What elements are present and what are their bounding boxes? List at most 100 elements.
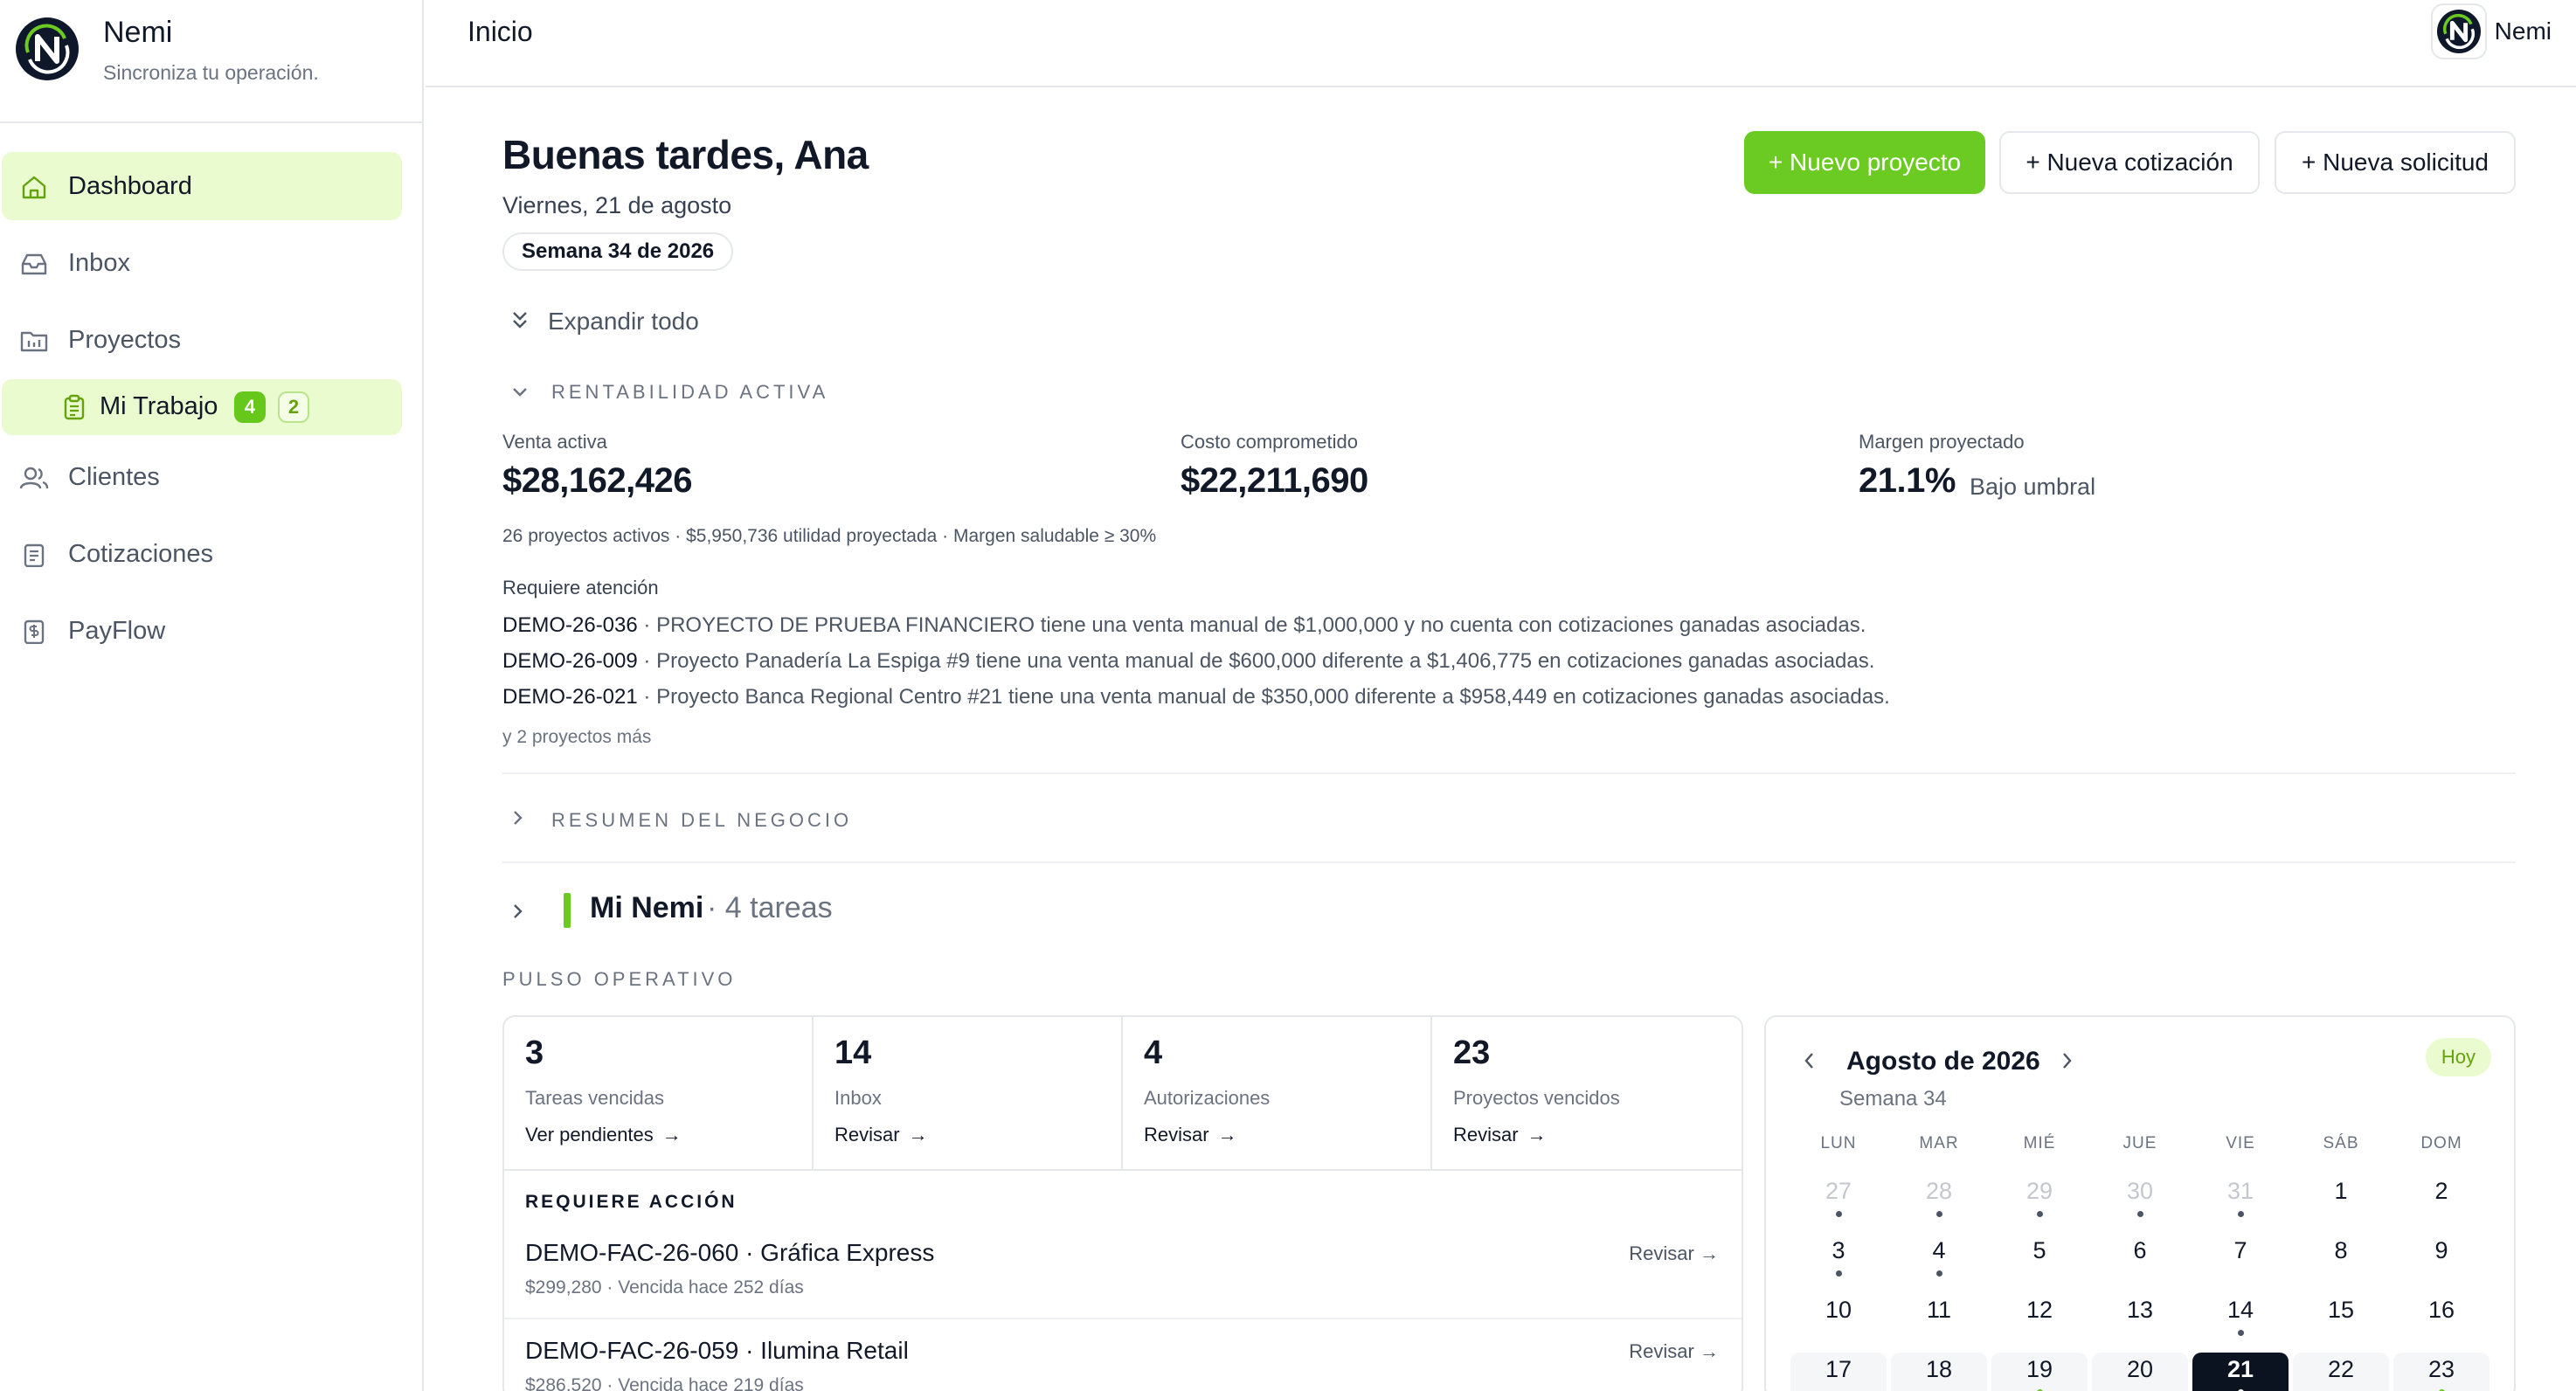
weekday-header: JUE (2122, 1134, 2157, 1152)
calendar-day[interactable]: 5 (1991, 1234, 2088, 1284)
calendar-day-number: 10 (1825, 1297, 1852, 1323)
task-title[interactable]: DEMO-FAC-26-059 · Ilumina Retail (525, 1337, 909, 1364)
stat-link-revisar[interactable]: Revisar → (834, 1124, 928, 1146)
user-name[interactable]: Nemi (2494, 17, 2552, 45)
sidebar-item-inbox[interactable]: Inbox (2, 229, 402, 297)
sidebar-item-proyectos[interactable]: Proyectos (2, 306, 402, 374)
calendar-day-number: 7 (2233, 1237, 2247, 1263)
weekday-header: DOM (2420, 1134, 2462, 1152)
calendar-day-number: 5 (2032, 1237, 2046, 1263)
calendar-day[interactable]: 20 (2092, 1353, 2188, 1391)
calendar-day-number: 3 (1832, 1237, 1845, 1263)
calendar-day[interactable]: 9 (2393, 1234, 2489, 1284)
section-title: RESUMEN DEL NEGOCIO (551, 809, 853, 831)
sidebar-item-mi-trabajo[interactable]: Mi Trabajo 4 2 (2, 379, 402, 435)
calendar-day[interactable]: 10 (1790, 1293, 1887, 1344)
sidebar-item-dashboard[interactable]: Dashboard (2, 152, 402, 220)
task-count-badge: 4 (234, 391, 266, 423)
sidebar-item-payflow[interactable]: PayFlow (2, 597, 402, 665)
event-dot-icon (2037, 1211, 2043, 1217)
calendar-day[interactable]: 23 (2393, 1353, 2489, 1391)
stat-link-ver-pendientes[interactable]: Ver pendientes → (525, 1124, 682, 1146)
calendar-day[interactable]: 6 (2092, 1234, 2188, 1284)
inbox-icon (21, 253, 47, 275)
sidebar-item-clientes[interactable]: Clientes (2, 443, 402, 511)
calendar-week: Semana 34 (1839, 1087, 1947, 1111)
calendar-day[interactable]: 14 (2192, 1293, 2289, 1344)
section-rentabilidad-toggle[interactable]: RENTABILIDAD ACTIVA (511, 381, 828, 404)
calendar-day-number: 15 (2327, 1297, 2355, 1323)
task-title[interactable]: DEMO-FAC-26-060 · Gráfica Express (525, 1239, 935, 1266)
section-resumen-toggle[interactable]: RESUMEN DEL NEGOCIO (511, 809, 852, 832)
calendar-day[interactable]: 22 (2293, 1353, 2389, 1391)
calendar-day[interactable]: 13 (2092, 1293, 2188, 1344)
calendar-day-selected[interactable]: 21 (2192, 1353, 2289, 1391)
calendar-card: Agosto de 2026 Semana 34 Hoy LUN MAR MIÉ JU… (1764, 1015, 2516, 1391)
event-dot-icon (1836, 1270, 1842, 1277)
calendar-day-number: 27 (1825, 1178, 1852, 1204)
calendar-day[interactable]: 8 (2293, 1234, 2389, 1284)
stat-link-label: Revisar (834, 1124, 900, 1145)
stat-proyectos-vencidos: 23 Proyectos vencidos Revisar → (1432, 1017, 1742, 1169)
calendar-day-number: 12 (2025, 1297, 2053, 1323)
today-button[interactable]: Hoy (2425, 1038, 2491, 1076)
stat-link-label: Revisar (1144, 1124, 1209, 1145)
metric-value-venta: $28,162,426 (502, 461, 692, 500)
calendar-day[interactable]: 19 (1991, 1353, 2088, 1391)
attention-item[interactable]: DEMO-26-021 · Proyecto Banca Regional Ce… (502, 685, 1890, 709)
event-dot-icon (2037, 1389, 2043, 1391)
calendar-day[interactable]: 7 (2192, 1234, 2289, 1284)
task-review-link[interactable]: Revisar → (1629, 1340, 1719, 1363)
stat-link-label: Ver pendientes (525, 1124, 654, 1145)
arrow-right-icon: → (1700, 1340, 1719, 1362)
task-subtitle: $299,280 · Vencida hace 252 días (525, 1277, 804, 1298)
calendar-day[interactable]: 4 (1891, 1234, 1987, 1284)
divider (504, 1169, 1742, 1171)
task-review-link[interactable]: Revisar → (1629, 1242, 1719, 1265)
attention-item[interactable]: DEMO-26-009 · Proyecto Panadería La Espi… (502, 649, 1874, 674)
receipt-icon (24, 619, 45, 644)
attention-more-link[interactable]: y 2 proyectos más (502, 727, 652, 747)
calendar-day[interactable]: 3 (1790, 1234, 1887, 1284)
calendar-day[interactable]: 12 (1991, 1293, 2088, 1344)
calendar-day[interactable]: 17 (1790, 1353, 1887, 1391)
expand-all-toggle[interactable]: Expandir todo (511, 308, 699, 336)
chevron-right-icon[interactable] (2060, 1048, 2074, 1076)
sidebar: Nemi Sincroniza tu operación. Dashboard … (0, 0, 424, 1391)
event-dot-icon (2238, 1330, 2244, 1336)
divider (502, 862, 2516, 863)
sidebar-item-label: Inbox (68, 248, 130, 277)
calendar-day[interactable]: 18 (1891, 1353, 1987, 1391)
calendar-day[interactable]: 27 (1790, 1174, 1887, 1225)
stat-link-revisar[interactable]: Revisar → (1453, 1124, 1547, 1146)
calendar-day[interactable]: 1 (2293, 1174, 2389, 1225)
calendar-day[interactable]: 28 (1891, 1174, 1987, 1225)
user-avatar[interactable] (2431, 3, 2487, 59)
calendar-day-number: 23 (2427, 1356, 2455, 1382)
calendar-day-number: 8 (2334, 1237, 2348, 1263)
stat-link-revisar[interactable]: Revisar → (1144, 1124, 1237, 1146)
calendar-day[interactable]: 2 (2393, 1174, 2489, 1225)
calendar-day[interactable]: 30 (2092, 1174, 2188, 1225)
chevron-left-icon[interactable] (1803, 1048, 1817, 1076)
calendar-day[interactable]: 29 (1991, 1174, 2088, 1225)
new-project-button[interactable]: + Nuevo proyecto (1744, 131, 1985, 194)
calendar-month: Agosto de 2026 (1846, 1047, 2040, 1076)
sidebar-subitem-label: Mi Trabajo (100, 392, 218, 420)
new-quote-button[interactable]: + Nueva cotización (1999, 131, 2260, 194)
stat-label: Tareas vencidas (525, 1087, 664, 1109)
calendar-day-number: 4 (1932, 1237, 1946, 1263)
calendar-day[interactable]: 11 (1891, 1293, 1987, 1344)
calendar-day[interactable]: 31 (2192, 1174, 2289, 1225)
nemi-logo-icon[interactable] (16, 17, 79, 80)
calendar-day[interactable]: 16 (2393, 1293, 2489, 1344)
calendar-day[interactable]: 15 (2293, 1293, 2389, 1344)
stat-value: 23 (1453, 1035, 1491, 1071)
attention-item[interactable]: DEMO-26-036 · PROYECTO DE PRUEBA FINANCI… (502, 613, 1866, 638)
sidebar-item-label: Cotizaciones (68, 539, 214, 568)
new-request-button[interactable]: + Nueva solicitud (2275, 131, 2516, 194)
event-dot-icon (1936, 1211, 1942, 1217)
attention-text: · Proyecto Panadería La Espiga #9 tiene … (637, 649, 1875, 673)
sidebar-item-cotizaciones[interactable]: Cotizaciones (2, 520, 402, 588)
brand-tagline: Sincroniza tu operación. (103, 61, 319, 84)
